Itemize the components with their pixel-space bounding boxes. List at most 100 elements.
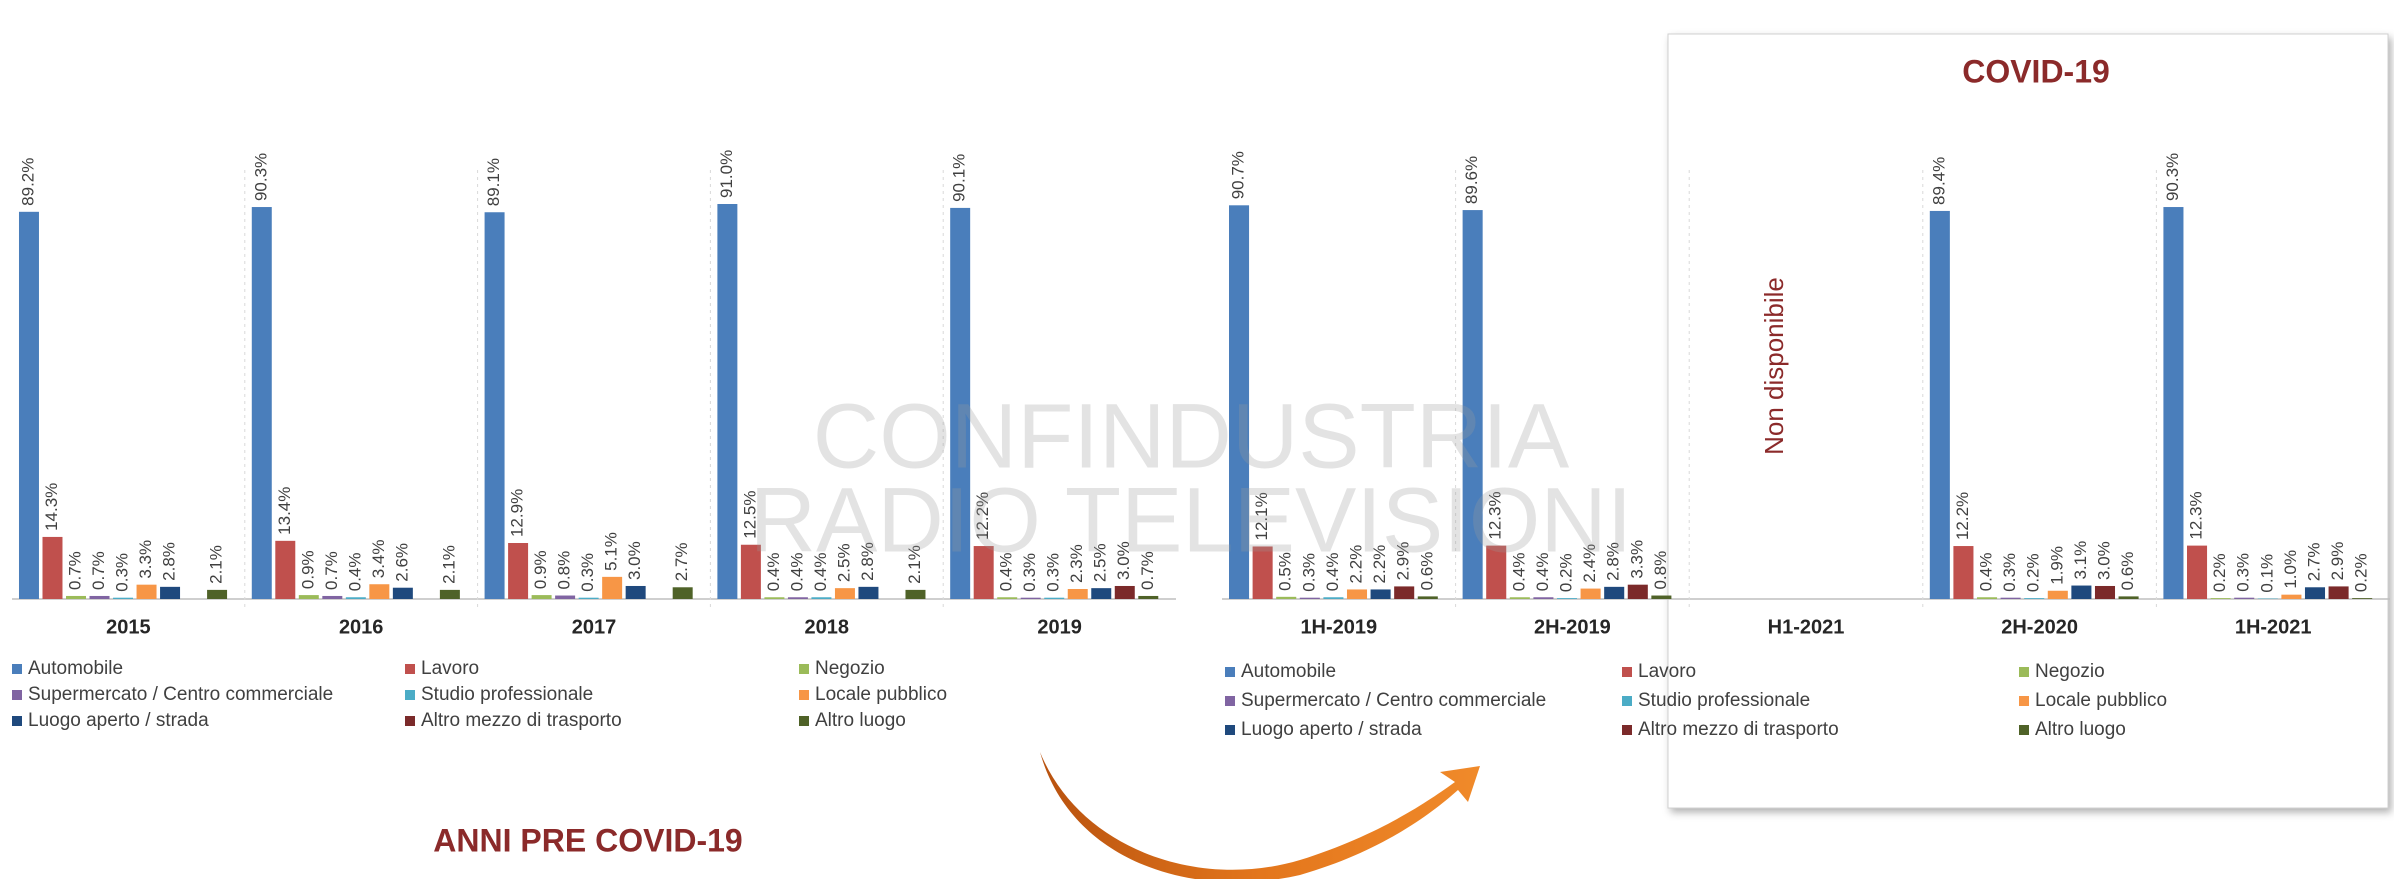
bar: [811, 597, 832, 599]
bar: [251, 207, 272, 600]
legend-label: Automobile: [28, 658, 123, 679]
value-label: 90.3%: [2163, 153, 2182, 201]
value-label: 0.4%: [1323, 553, 1342, 592]
legend-marker: [1622, 667, 1632, 677]
category-label: 2018: [805, 616, 850, 638]
bar: [508, 543, 529, 599]
value-label: 12.2%: [973, 492, 992, 540]
value-label: 0.4%: [811, 553, 830, 592]
value-label: 1.9%: [2047, 546, 2066, 585]
value-label: 90.1%: [950, 154, 969, 202]
category-label: 2016: [339, 616, 384, 638]
legend-label: Negozio: [815, 658, 885, 679]
value-label: 12.2%: [1953, 492, 1972, 540]
value-label: 3.3%: [136, 540, 155, 579]
value-label: 2.2%: [1370, 545, 1389, 584]
bar: [1627, 584, 1648, 599]
value-label: 0.3%: [1299, 553, 1318, 592]
category-label: 1H-2019: [1300, 616, 1377, 638]
value-label: 0.4%: [1977, 553, 1996, 592]
value-label: 12.9%: [508, 489, 527, 537]
value-label: 0.8%: [555, 551, 574, 590]
legend-label: Altro luogo: [815, 710, 906, 731]
legend-marker: [405, 664, 415, 674]
bar: [672, 587, 693, 599]
value-label: 0.7%: [89, 551, 108, 590]
legend-label: Luogo aperto / strada: [28, 710, 209, 731]
bar: [1346, 589, 1368, 599]
value-label: 0.1%: [2257, 554, 2276, 593]
legend-label: Automobile: [1241, 661, 1336, 682]
value-label: 12.1%: [1252, 492, 1271, 540]
value-label: 2.7%: [672, 543, 691, 582]
value-label: 0.6%: [2118, 552, 2137, 591]
value-label: 3.0%: [625, 541, 644, 580]
legend-marker: [799, 716, 809, 726]
value-label: 2.7%: [2304, 543, 2323, 582]
bar: [207, 589, 228, 599]
bar: [787, 597, 808, 599]
value-label: 0.9%: [298, 550, 317, 589]
value-label: 3.3%: [1627, 540, 1646, 579]
bar: [2187, 545, 2208, 599]
value-label: 89.2%: [18, 158, 37, 206]
value-label: 0.7%: [322, 551, 341, 590]
legend-marker: [799, 690, 809, 700]
bar: [1323, 597, 1344, 599]
pre-covid-title: ANNI PRE COVID-19: [433, 822, 742, 858]
value-label: 0.2%: [2024, 553, 2043, 592]
legend-label: Luogo aperto / strada: [1241, 719, 1422, 740]
bar: [18, 211, 39, 600]
bar: [2071, 585, 2092, 599]
value-label: 0.3%: [2000, 553, 2019, 592]
value-label: 12.3%: [2187, 491, 2206, 539]
bar: [1091, 588, 1112, 599]
bar: [2352, 598, 2373, 599]
bar: [1953, 546, 1974, 599]
bar: [2210, 598, 2231, 599]
legend-marker: [2019, 667, 2029, 677]
bar: [322, 595, 343, 599]
value-label: 0.7%: [65, 551, 84, 590]
value-label: 89.1%: [484, 158, 503, 206]
value-label: 0.3%: [1044, 553, 1063, 592]
legend-marker: [12, 716, 22, 726]
value-label: 5.1%: [602, 532, 621, 571]
bar: [1533, 597, 1554, 599]
value-label: 2.5%: [1091, 543, 1110, 582]
bar: [1509, 597, 1530, 599]
bar: [275, 540, 296, 599]
bar: [1067, 589, 1088, 599]
value-label: 0.4%: [345, 553, 364, 592]
bar: [2047, 590, 2068, 599]
legend-marker: [1225, 696, 1235, 706]
value-label: 2.8%: [160, 542, 179, 581]
legend-marker: [799, 664, 809, 674]
value-label: 2.1%: [439, 545, 458, 584]
legend-marker: [1622, 725, 1632, 735]
legend-label: Altro mezzo di trasporto: [1638, 719, 1839, 740]
bar: [950, 207, 971, 599]
value-label: 0.5%: [1276, 552, 1295, 591]
value-label: 89.6%: [1462, 156, 1481, 204]
bar: [2304, 587, 2326, 599]
legend-label: Supermercato / Centro commerciale: [1241, 690, 1546, 711]
legend-label: Locale pubblico: [2035, 690, 2167, 711]
legend-marker: [12, 690, 22, 700]
value-label: 0.7%: [1138, 551, 1157, 590]
value-label: 0.2%: [2352, 553, 2371, 592]
bar: [1929, 210, 1950, 599]
bar: [2328, 586, 2349, 599]
value-label: 2.3%: [1067, 544, 1086, 583]
legend-marker: [2019, 725, 2029, 735]
bar: [2163, 207, 2184, 600]
bar: [973, 546, 994, 599]
bar: [1276, 596, 1297, 599]
legend-label: Negozio: [2035, 661, 2105, 682]
value-label: 0.4%: [787, 553, 806, 592]
bar: [625, 585, 646, 599]
bar: [1370, 589, 1391, 599]
bar: [1020, 597, 1041, 599]
legend-label: Lavoro: [421, 658, 479, 679]
bar: [2118, 596, 2139, 599]
